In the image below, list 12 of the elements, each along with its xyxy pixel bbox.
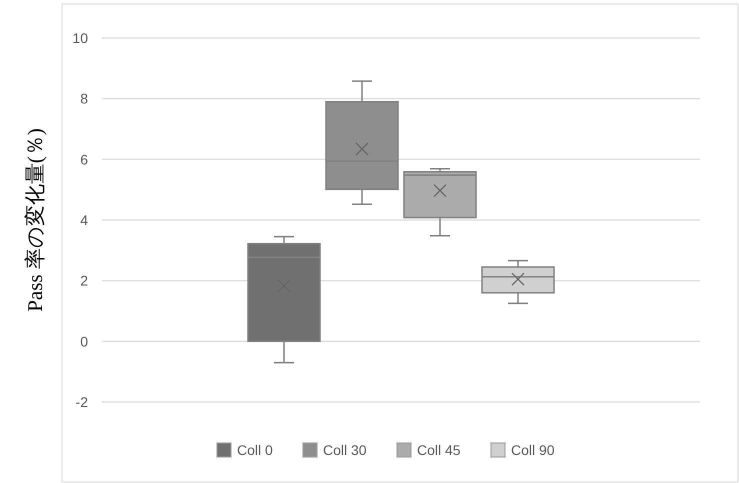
legend-label: Coll 45 bbox=[417, 442, 461, 458]
y-tick-label: 0 bbox=[80, 333, 88, 350]
y-tick-label: 10 bbox=[72, 30, 88, 46]
y-tick-label: 6 bbox=[80, 151, 88, 168]
y-axis-title: Pass 率の変化量(％) bbox=[23, 128, 47, 312]
y-tick-label: 2 bbox=[80, 272, 88, 289]
y-tick-label: 4 bbox=[80, 212, 88, 228]
legend-label: Coll 0 bbox=[237, 442, 274, 458]
y-tick-label: 8 bbox=[80, 90, 88, 107]
legend-label: Coll 30 bbox=[323, 442, 367, 458]
y-tick-label: -2 bbox=[76, 394, 88, 410]
legend-label: Coll 90 bbox=[511, 442, 555, 458]
